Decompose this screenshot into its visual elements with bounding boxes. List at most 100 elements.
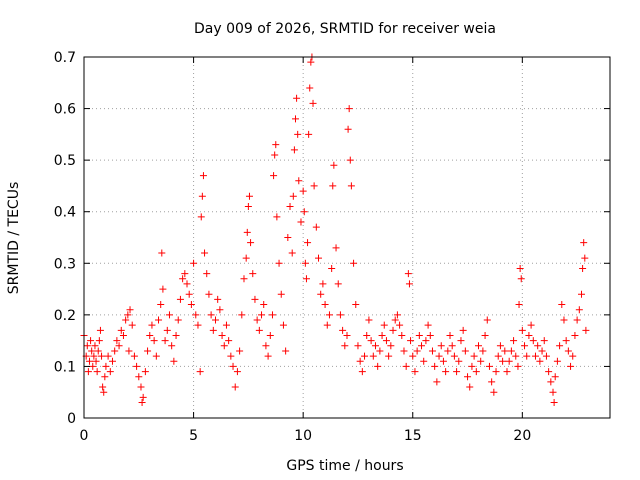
data-point xyxy=(387,342,395,350)
data-point xyxy=(92,357,100,365)
data-point xyxy=(141,368,149,376)
data-point xyxy=(369,352,377,360)
data-point xyxy=(125,347,133,355)
data-point xyxy=(124,311,132,319)
data-point xyxy=(299,187,307,195)
data-point xyxy=(288,249,296,257)
data-point xyxy=(306,84,314,92)
data-point xyxy=(146,331,154,339)
data-point xyxy=(155,316,163,324)
data-point xyxy=(244,203,252,211)
data-point xyxy=(96,326,104,334)
data-point xyxy=(361,352,369,360)
data-point xyxy=(275,259,283,267)
data-point xyxy=(475,342,482,350)
data-point xyxy=(490,388,498,396)
data-point xyxy=(119,331,127,339)
data-point xyxy=(578,290,586,298)
data-point xyxy=(547,378,555,386)
data-point xyxy=(481,331,489,339)
data-point xyxy=(378,331,386,339)
data-point xyxy=(133,362,141,370)
data-point xyxy=(418,342,426,350)
data-point xyxy=(523,352,531,360)
data-point xyxy=(101,373,109,381)
data-point xyxy=(363,331,371,339)
data-point xyxy=(374,362,382,370)
data-point xyxy=(571,331,579,339)
data-point xyxy=(83,342,91,350)
data-point xyxy=(521,342,529,350)
plot-frame xyxy=(83,56,611,419)
data-point xyxy=(468,362,476,370)
data-point xyxy=(297,218,305,226)
data-point xyxy=(556,342,564,350)
data-point xyxy=(93,368,101,376)
data-point xyxy=(99,383,107,391)
data-point xyxy=(549,388,557,396)
x-tick-label: 5 xyxy=(189,428,198,444)
data-point xyxy=(172,331,180,339)
data-point xyxy=(115,342,123,350)
data-point xyxy=(376,347,384,355)
data-point xyxy=(98,352,106,360)
data-point xyxy=(236,347,244,355)
data-point xyxy=(413,347,421,355)
data-point xyxy=(400,347,408,355)
data-point xyxy=(102,362,110,370)
grid-lines xyxy=(84,57,610,418)
data-point xyxy=(518,326,526,334)
y-tick-label: 0.7 xyxy=(54,50,76,66)
data-point xyxy=(302,275,310,283)
chart-title: Day 009 of 2026, SRMTID for receiver wei… xyxy=(194,21,496,37)
data-point xyxy=(439,357,447,365)
data-point xyxy=(291,115,299,123)
data-point xyxy=(196,368,204,376)
y-tick-label: 0 xyxy=(67,411,76,427)
data-point xyxy=(437,342,445,350)
data-point xyxy=(501,347,509,355)
data-point xyxy=(138,399,146,407)
data-point xyxy=(266,331,274,339)
data-point xyxy=(470,352,478,360)
data-point xyxy=(286,203,294,211)
data-point xyxy=(367,337,375,345)
data-point xyxy=(325,311,333,319)
data-point xyxy=(301,259,309,267)
data-point xyxy=(540,337,548,345)
data-point xyxy=(580,239,588,247)
data-point xyxy=(420,357,428,365)
data-point xyxy=(446,331,454,339)
data-point xyxy=(371,342,379,350)
data-point xyxy=(393,311,401,319)
data-point xyxy=(525,331,533,339)
data-point xyxy=(216,306,224,314)
data-point xyxy=(567,362,575,370)
y-tick-label: 0.3 xyxy=(54,256,76,272)
data-point xyxy=(494,352,502,360)
data-point xyxy=(312,223,320,231)
data-point xyxy=(517,275,525,283)
data-point xyxy=(238,311,246,319)
data-point xyxy=(176,295,184,303)
data-point xyxy=(485,362,493,370)
data-point xyxy=(444,347,452,355)
data-point xyxy=(428,347,436,355)
data-point xyxy=(492,368,500,376)
data-point xyxy=(295,177,303,185)
data-point xyxy=(255,326,263,334)
data-point xyxy=(161,337,169,345)
data-point xyxy=(329,182,337,190)
data-point xyxy=(459,326,467,334)
data-point xyxy=(479,347,487,355)
data-point xyxy=(157,301,165,309)
data-point xyxy=(426,331,434,339)
data-point xyxy=(94,347,102,355)
data-point xyxy=(317,290,325,298)
axis-ticks: 0 5 10 15 20 0 0.1 0.2 0.3 0.4 0.5 0.6 0.7 xyxy=(54,50,610,444)
data-point xyxy=(483,316,491,324)
data-point xyxy=(545,368,553,376)
data-points xyxy=(80,53,590,407)
data-point xyxy=(542,352,550,360)
